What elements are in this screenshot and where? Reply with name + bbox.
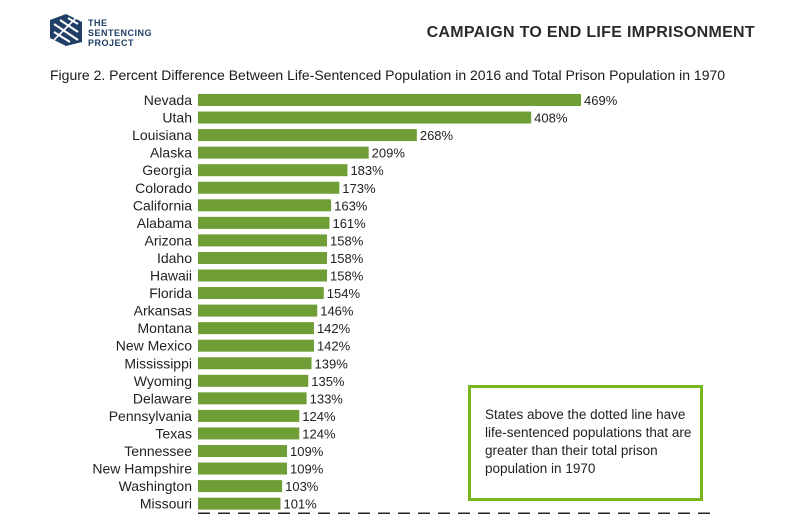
bar-arkansas bbox=[198, 304, 318, 317]
category-label: New Mexico bbox=[116, 338, 192, 354]
logo-text: THE SENTENCING PROJECT bbox=[88, 18, 152, 48]
value-label: 209% bbox=[372, 146, 406, 161]
value-label: 101% bbox=[283, 497, 317, 512]
campaign-title: CAMPAIGN TO END LIFE IMPRISONMENT bbox=[426, 24, 755, 41]
category-label: Georgia bbox=[142, 162, 192, 178]
value-label: 408% bbox=[534, 111, 568, 126]
bar-texas bbox=[198, 427, 300, 440]
value-label: 469% bbox=[584, 93, 618, 108]
bar-tennessee bbox=[198, 445, 288, 457]
bar-delaware bbox=[198, 392, 307, 405]
category-label: Pennsylvania bbox=[109, 408, 192, 424]
category-label: Missouri bbox=[140, 496, 192, 512]
value-label: 146% bbox=[320, 304, 354, 319]
category-label: Arizona bbox=[145, 232, 193, 248]
value-label: 133% bbox=[310, 391, 344, 406]
bar-hawaii bbox=[198, 269, 328, 282]
logo-line-3: PROJECT bbox=[88, 38, 135, 48]
category-label: Hawaii bbox=[150, 268, 192, 284]
category-label: Tennessee bbox=[124, 443, 192, 459]
value-label: 124% bbox=[302, 409, 336, 424]
category-label: Nevada bbox=[144, 92, 192, 108]
category-label: Alaska bbox=[150, 145, 192, 161]
bar-colorado bbox=[198, 181, 340, 194]
category-label: Arkansas bbox=[134, 303, 192, 319]
category-label: California bbox=[133, 197, 192, 213]
value-label: 109% bbox=[290, 444, 324, 459]
category-label: Delaware bbox=[133, 390, 192, 406]
bar-washington bbox=[198, 480, 283, 493]
category-label: New Hampshire bbox=[92, 461, 192, 477]
bar-new-hampshire bbox=[198, 462, 288, 475]
category-label: Washington bbox=[119, 478, 192, 494]
value-label: 135% bbox=[311, 374, 345, 389]
value-label: 163% bbox=[334, 198, 368, 213]
category-label: Montana bbox=[138, 320, 193, 336]
bar-alaska bbox=[198, 146, 369, 159]
bar-louisiana bbox=[198, 129, 417, 142]
category-label: Utah bbox=[162, 110, 192, 126]
value-label: 268% bbox=[420, 128, 454, 143]
bar-missouri bbox=[198, 497, 281, 510]
category-label: Wyoming bbox=[134, 373, 192, 389]
value-label: 142% bbox=[317, 339, 351, 354]
bar-pennsylvania bbox=[198, 409, 300, 422]
value-label: 158% bbox=[330, 269, 364, 284]
bar-nevada bbox=[198, 94, 581, 106]
bar-florida bbox=[198, 287, 324, 300]
value-label: 142% bbox=[317, 321, 351, 336]
callout-box: States above the dotted line have life-s… bbox=[468, 385, 703, 501]
bar-utah bbox=[198, 111, 532, 124]
value-label: 154% bbox=[327, 286, 361, 301]
value-label: 124% bbox=[302, 426, 336, 441]
category-label: Idaho bbox=[157, 250, 192, 266]
value-label: 173% bbox=[342, 181, 376, 196]
value-label: 139% bbox=[315, 356, 349, 371]
bar-idaho bbox=[198, 251, 328, 264]
bar-new-mexico bbox=[198, 339, 314, 352]
sentencing-project-logo[interactable]: THE SENTENCING PROJECT bbox=[48, 12, 208, 52]
bar-california bbox=[198, 199, 332, 212]
callout-text: States above the dotted line have life-s… bbox=[485, 407, 692, 476]
bar-alabama bbox=[198, 216, 330, 229]
value-label: 158% bbox=[330, 251, 364, 266]
figure-title: Figure 2. Percent Difference Between Lif… bbox=[50, 67, 726, 83]
bar-georgia bbox=[198, 164, 348, 177]
bar-wyoming bbox=[198, 374, 309, 387]
value-label: 158% bbox=[330, 233, 364, 248]
value-label: 109% bbox=[290, 462, 324, 477]
category-label: Texas bbox=[155, 425, 192, 441]
bar-mississippi bbox=[198, 357, 312, 370]
bar-arizona bbox=[198, 234, 328, 247]
value-label: 161% bbox=[332, 216, 366, 231]
category-label: Mississippi bbox=[124, 355, 192, 371]
bar-montana bbox=[198, 322, 314, 335]
category-label: Louisiana bbox=[132, 127, 192, 143]
category-label: Florida bbox=[149, 285, 192, 301]
value-label: 103% bbox=[285, 479, 319, 494]
logo-mark-icon bbox=[50, 14, 82, 46]
logo-line-1: THE bbox=[88, 18, 108, 28]
category-label: Colorado bbox=[135, 180, 192, 196]
value-label: 183% bbox=[350, 163, 384, 178]
logo-line-2: SENTENCING bbox=[88, 28, 153, 38]
category-label: Alabama bbox=[137, 215, 192, 231]
